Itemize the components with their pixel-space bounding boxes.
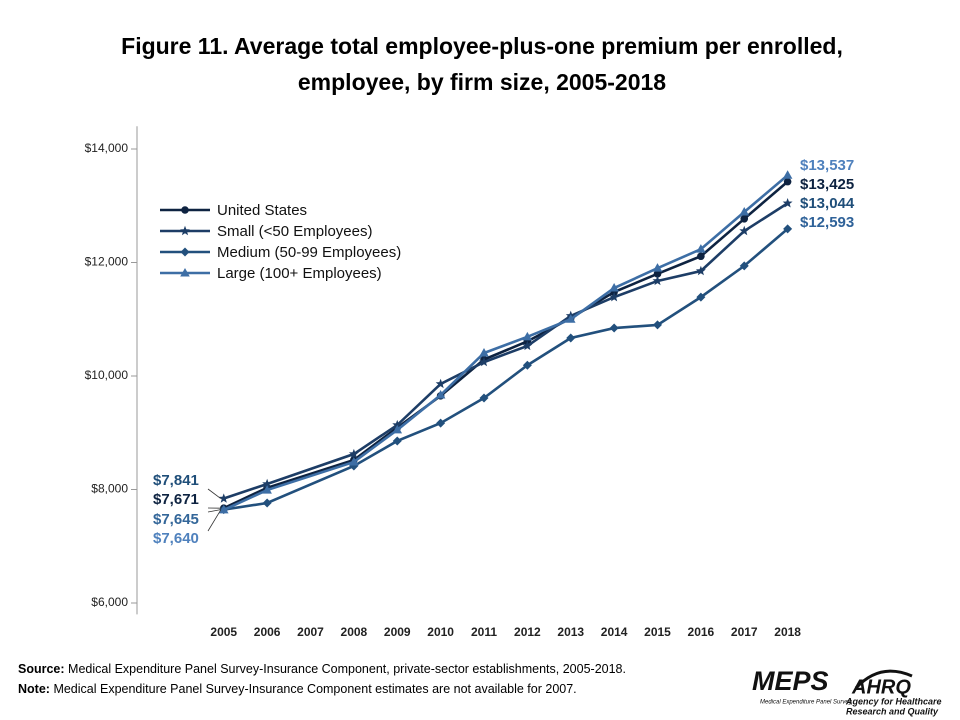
y-tick-label: $8,000 — [91, 482, 128, 496]
data-point — [783, 224, 793, 234]
value-label: $13,044 — [800, 195, 855, 212]
data-point — [652, 263, 663, 272]
ahrq-subtitle: Research and Quality — [846, 706, 939, 716]
data-point — [262, 498, 272, 508]
data-point — [218, 504, 229, 514]
x-tick-label: 2014 — [601, 625, 628, 639]
x-tick-label: 2009 — [384, 625, 411, 639]
data-point — [653, 320, 662, 330]
y-tick-label: $10,000 — [85, 368, 129, 382]
data-point — [348, 448, 359, 459]
leader-line — [207, 488, 221, 499]
data-point — [218, 493, 229, 503]
data-point — [740, 215, 749, 223]
value-label: $7,640 — [153, 530, 199, 547]
chart-title: employee, by firm size, 2005-2018 — [298, 69, 666, 95]
data-point — [566, 333, 576, 343]
data-point — [609, 291, 620, 302]
data-point — [565, 314, 576, 323]
data-point — [652, 275, 663, 286]
data-point — [697, 252, 705, 261]
data-point — [522, 360, 532, 370]
data-point — [479, 393, 489, 403]
value-label: $7,645 — [153, 511, 199, 528]
x-tick-label: 2010 — [427, 625, 454, 639]
footer-source: Source: Medical Expenditure Panel Survey… — [18, 662, 626, 676]
ahrq-logo: AHRQ — [851, 676, 911, 698]
x-tick-label: 2008 — [341, 625, 368, 639]
x-tick-label: 2017 — [731, 625, 758, 639]
data-point — [696, 292, 706, 302]
data-point — [435, 378, 446, 389]
data-point — [739, 261, 749, 271]
legend-label: United States — [217, 202, 307, 219]
legend-label: Large (100+ Employees) — [217, 265, 382, 282]
legend-marker — [180, 225, 190, 236]
x-tick-label: 2007 — [297, 625, 324, 639]
chart-title: Figure 11. Average total employee-plus-o… — [121, 33, 843, 59]
data-point — [435, 390, 446, 399]
data-point — [262, 478, 273, 489]
legend-marker — [180, 247, 190, 257]
data-point — [479, 348, 489, 357]
y-tick-label: $12,000 — [85, 255, 129, 269]
x-tick-label: 2005 — [210, 625, 237, 639]
data-point — [696, 244, 706, 253]
legend-marker — [181, 206, 189, 214]
source-text: Medical Expenditure Panel Survey-Insuran… — [68, 662, 626, 676]
x-tick-label: 2006 — [254, 625, 281, 639]
value-label: $13,537 — [800, 157, 854, 174]
value-label: $13,425 — [800, 176, 854, 193]
meps-subtitle: Medical Expenditure Panel Survey — [760, 700, 853, 706]
leader-line — [207, 509, 221, 513]
data-point — [522, 340, 533, 351]
data-point — [653, 270, 662, 278]
x-tick-label: 2013 — [557, 625, 584, 639]
data-point — [262, 485, 272, 494]
data-point — [609, 283, 619, 292]
x-tick-label: 2018 — [774, 625, 801, 639]
footer-note: Note: Medical Expenditure Panel Survey-I… — [18, 682, 577, 696]
legend-label: Small (<50 Employees) — [217, 223, 372, 240]
data-point — [392, 424, 403, 434]
data-point — [349, 456, 359, 466]
value-label: $7,671 — [153, 491, 199, 508]
x-tick-label: 2016 — [688, 625, 715, 639]
ahrq-subtitle: Agency for Healthcare — [845, 696, 942, 706]
value-label: $12,593 — [800, 214, 854, 231]
data-point — [739, 206, 750, 216]
data-point — [695, 265, 706, 276]
legend-label: Medium (50-99 Employees) — [217, 244, 401, 261]
x-tick-label: 2011 — [471, 625, 497, 639]
data-point — [609, 323, 619, 333]
data-point — [783, 177, 792, 186]
meps-logo: MEPS — [752, 666, 829, 696]
data-point — [782, 198, 793, 208]
x-tick-label: 2012 — [514, 625, 541, 639]
data-point — [782, 170, 793, 179]
source-label: Source: — [18, 662, 65, 676]
y-tick-label: $6,000 — [91, 595, 128, 609]
ahrq-swoosh — [854, 669, 913, 690]
y-tick-label: $14,000 — [85, 141, 129, 155]
data-point — [392, 419, 403, 430]
x-tick-label: 2015 — [644, 625, 671, 639]
leader-line — [207, 509, 222, 532]
data-point — [436, 418, 446, 428]
legend-marker — [180, 268, 190, 277]
note-label: Note: — [18, 682, 50, 696]
data-point — [522, 331, 533, 341]
data-point — [392, 436, 402, 446]
value-label: $7,841 — [153, 472, 199, 489]
data-point — [479, 356, 489, 367]
note-text: Medical Expenditure Panel Survey-Insuran… — [53, 682, 576, 696]
data-point — [739, 225, 750, 236]
